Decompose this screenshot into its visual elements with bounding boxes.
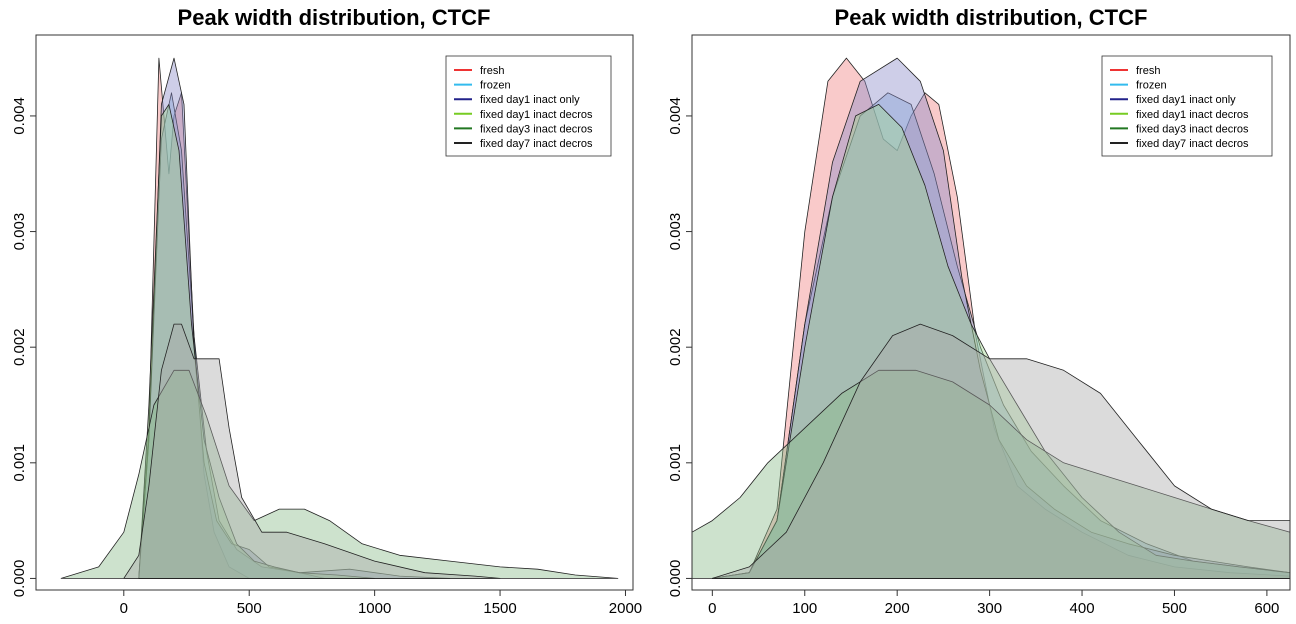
legend-box bbox=[445, 55, 612, 157]
x-tick-label: 0 bbox=[120, 600, 128, 617]
legend-label: frozen bbox=[1136, 80, 1167, 92]
density-area-fixed-day1-inact-decros bbox=[138, 104, 375, 579]
legend: fresh frozen fixed day1 inact only fixed da… bbox=[1101, 55, 1273, 157]
y-tick-label: 0.001 bbox=[667, 444, 684, 482]
chart-panel-1: Peak width distribution, CTCF 0 500 1000 150… bbox=[11, 5, 642, 617]
legend-label: fresh bbox=[480, 65, 504, 77]
chart-title: Peak width distribution, CTCF bbox=[178, 5, 491, 30]
legend-label: frozen bbox=[480, 80, 511, 92]
density-area-fixed-day1-inact-decros bbox=[711, 104, 1290, 579]
y-tick-label: 0.004 bbox=[667, 97, 684, 135]
legend-label: fixed day1 inact only bbox=[1136, 94, 1236, 106]
y-tick-label: 0.000 bbox=[11, 560, 28, 598]
chart-title: Peak width distribution, CTCF bbox=[835, 5, 1148, 30]
x-tick-label: 0 bbox=[708, 600, 716, 617]
legend-label: fixed day3 inact decros bbox=[480, 123, 593, 135]
legend-label: fresh bbox=[1136, 65, 1160, 77]
x-tick-label: 2000 bbox=[609, 600, 642, 617]
series-group bbox=[60, 57, 619, 579]
x-tick-label: 500 bbox=[1162, 600, 1187, 617]
y-tick-label: 0.003 bbox=[11, 213, 28, 251]
legend-label: fixed day3 inact decros bbox=[1136, 123, 1249, 135]
x-tick-label: 1000 bbox=[358, 600, 391, 617]
plot-frame bbox=[691, 34, 1291, 591]
x-tick-label: 500 bbox=[237, 600, 262, 617]
y-tick-label: 0.000 bbox=[667, 560, 684, 598]
series-group bbox=[692, 57, 1290, 579]
density-area-fresh bbox=[138, 57, 250, 579]
legend: fresh frozen fixed day1 inact only fixed da… bbox=[445, 55, 612, 157]
y-tick-label: 0.003 bbox=[667, 213, 684, 251]
x-tick-label: 300 bbox=[977, 600, 1002, 617]
legend-label: fixed day1 inact decros bbox=[1136, 109, 1249, 121]
density-area-fresh bbox=[711, 57, 1290, 579]
density-area-fixed-day7-inact-decros bbox=[123, 323, 501, 579]
density-area-fixed-day7-inact-decros bbox=[711, 323, 1290, 579]
x-tick-label: 1500 bbox=[483, 600, 516, 617]
x-tick-label: 100 bbox=[792, 600, 817, 617]
y-tick-label: 0.004 bbox=[11, 97, 28, 135]
x-tick-label: 200 bbox=[885, 600, 910, 617]
chart-panel-2: Peak width distribution, CTCF 0 100 200 300 4… bbox=[667, 5, 1291, 617]
x-tick-label: 400 bbox=[1070, 600, 1095, 617]
plot-frame bbox=[35, 34, 634, 591]
legend-label: fixed day7 inact decros bbox=[1136, 138, 1249, 150]
x-tick-label: 600 bbox=[1254, 600, 1279, 617]
density-area-fixed-day3-inact-decros bbox=[60, 369, 619, 579]
y-tick-label: 0.002 bbox=[11, 328, 28, 366]
y-tick-label: 0.001 bbox=[11, 444, 28, 482]
legend-label: fixed day1 inact only bbox=[480, 94, 580, 106]
legend-label: fixed day7 inact decros bbox=[480, 138, 593, 150]
legend-label: fixed day1 inact decros bbox=[480, 109, 593, 121]
y-tick-label: 0.002 bbox=[667, 328, 684, 366]
legend-box bbox=[1101, 55, 1273, 157]
